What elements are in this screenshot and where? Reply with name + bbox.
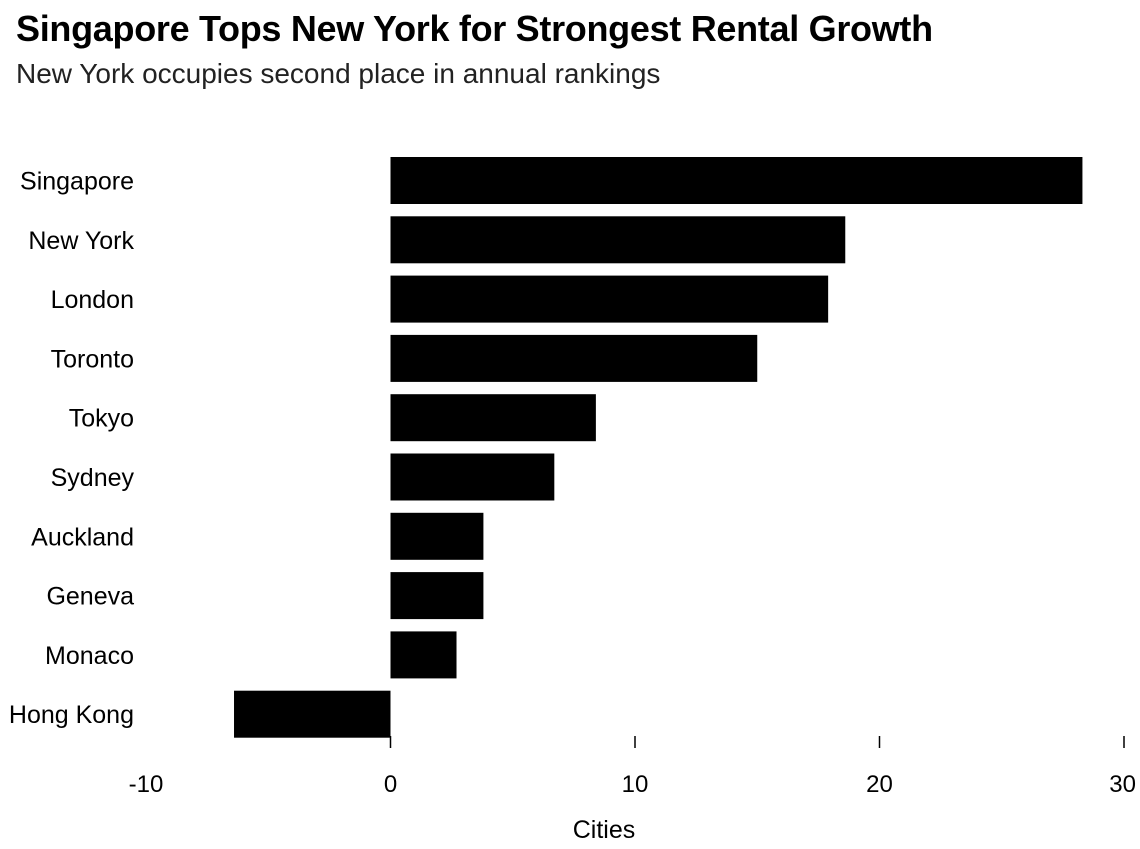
category-label-singapore: Singapore: [20, 168, 134, 196]
category-labels: Singapore New York London Toronto Tokyo Sydne…: [9, 168, 135, 730]
x-tick-label: 0: [384, 771, 397, 798]
category-label-london: London: [51, 286, 134, 314]
x-tick-label: -10: [129, 771, 164, 798]
bar-new-york: [390, 216, 846, 264]
category-label-geneva: Geneva: [46, 583, 134, 611]
category-label-tokyo: Tokyo: [69, 405, 134, 433]
category-label-new-york: New York: [28, 227, 134, 255]
category-label-toronto: Toronto: [51, 345, 134, 373]
bar-monaco: [390, 631, 457, 679]
x-tick-label: 10: [622, 771, 649, 798]
category-label-monaco: Monaco: [45, 642, 134, 670]
category-label-auckland: Auckland: [31, 523, 134, 551]
x-tick-label: 20: [866, 771, 893, 798]
bars-group: [234, 157, 1083, 738]
bar-toronto: [390, 334, 758, 382]
chart-subtitle: New York occupies second place in annual…: [16, 58, 661, 89]
bar-geneva: [390, 572, 484, 620]
chart-title: Singapore Tops New York for Strongest Re…: [16, 8, 933, 49]
bar-london: [390, 275, 829, 323]
bar-hong-kong: [234, 690, 391, 738]
bar-sydney: [390, 453, 555, 501]
x-axis-label: Cities: [573, 816, 636, 844]
category-label-hong-kong: Hong Kong: [9, 701, 134, 729]
category-label-sydney: Sydney: [51, 464, 135, 492]
bar-tokyo: [390, 394, 596, 442]
bar-auckland: [390, 512, 484, 560]
x-tick-label: 30: [1109, 771, 1136, 798]
bar-singapore: [390, 157, 1083, 204]
x-axis-ticks: -10 0 10 20 30: [129, 736, 1136, 798]
